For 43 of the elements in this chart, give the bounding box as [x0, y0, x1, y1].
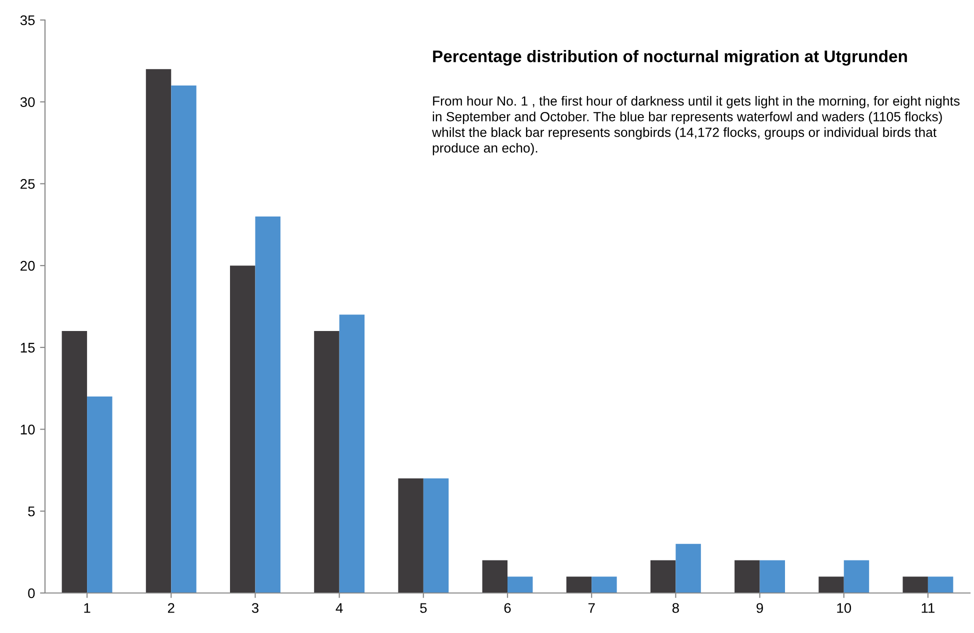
x-tick-label: 2 [168, 603, 174, 613]
x-tick-label: 10 [837, 603, 852, 613]
y-tick-label: 25 [20, 179, 35, 189]
y-tick-label: 30 [20, 97, 35, 108]
x-tick-label: 9 [756, 603, 763, 613]
bar [230, 266, 256, 593]
x-tick-label: 4 [336, 603, 343, 613]
text: Percentage distribution of nocturnal migration at Utgrunden [433, 50, 907, 66]
bar [592, 576, 617, 593]
bar [734, 560, 760, 593]
bar [423, 478, 449, 593]
bar [398, 478, 424, 593]
bar [255, 216, 280, 593]
bar [566, 576, 592, 593]
bar [146, 69, 172, 593]
bar [87, 396, 112, 593]
bar [818, 576, 844, 593]
bar [676, 544, 701, 593]
x-tick-label: 3 [252, 603, 258, 613]
text: From hour No. 1 , the first hour of darkness until it gets light in the morning, for eight nights in September and October. The blue bar represents waterfowl and waders (1105 flocks) whilst the black bar represents songbirds (14,172 flocks, groups or individual birds that produce an echo). [432, 96, 960, 156]
y-tick-label: 15 [20, 342, 35, 353]
x-tick-label: 11 [922, 603, 934, 613]
bar [482, 560, 508, 593]
x-tick-label: 8 [672, 603, 679, 613]
bar [339, 314, 365, 593]
x-tick-label: 5 [420, 603, 427, 613]
bar [62, 331, 88, 593]
bar [844, 560, 870, 593]
y-tick-label: 20 [20, 260, 35, 271]
bar [171, 85, 196, 593]
bar [902, 576, 928, 593]
y-tick-label: 0 [28, 588, 35, 598]
bar [650, 560, 676, 593]
x-tick-label: 7 [588, 603, 595, 613]
bar [760, 560, 785, 593]
y-tick-label: 10 [20, 424, 35, 434]
x-tick-label: 1 [84, 603, 90, 613]
y-tick-label: 35 [20, 15, 35, 26]
bar [928, 576, 954, 593]
x-tick-label: 6 [504, 603, 511, 613]
bar [508, 576, 533, 593]
bar [314, 331, 340, 593]
y-tick-label: 5 [28, 506, 35, 516]
